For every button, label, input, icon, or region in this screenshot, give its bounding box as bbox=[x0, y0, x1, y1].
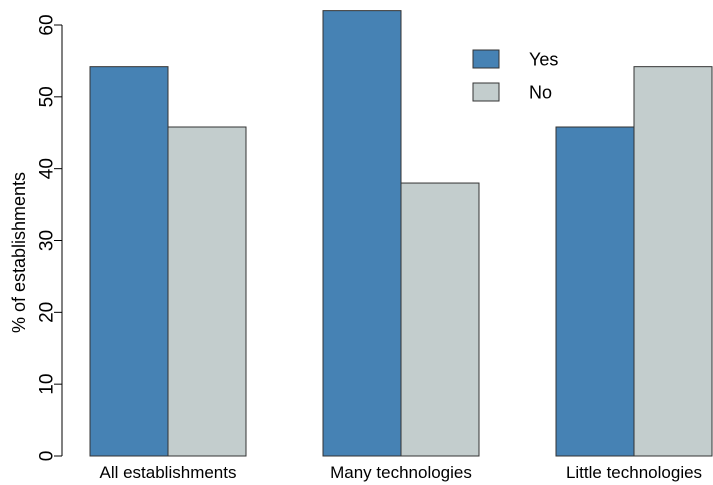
y-tick-label: 60 bbox=[37, 14, 58, 35]
bar-no-2 bbox=[633, 66, 713, 457]
y-tick-label: 50 bbox=[37, 86, 58, 107]
x-category-label: Little technologies bbox=[566, 463, 702, 482]
bars bbox=[89, 10, 713, 457]
bar-yes-2 bbox=[555, 126, 635, 457]
legend-label-no: No bbox=[529, 82, 552, 102]
bar-yes-1 bbox=[322, 10, 402, 457]
x-category-label: All establishments bbox=[99, 463, 236, 482]
y-axis: 0 10 20 30 40 50 60 bbox=[37, 14, 63, 462]
y-tick-label: 0 bbox=[37, 451, 58, 462]
legend-swatch-yes bbox=[472, 49, 500, 69]
y-tick-label: 40 bbox=[37, 158, 58, 179]
x-category-label: Many technologies bbox=[330, 463, 472, 482]
y-axis-title: % of establishments bbox=[9, 172, 29, 333]
bar-no-0 bbox=[167, 126, 247, 457]
legend: Yes No bbox=[472, 49, 558, 102]
y-tick-label: 20 bbox=[37, 302, 58, 323]
legend-swatch-no bbox=[472, 82, 500, 102]
bar-yes-0 bbox=[89, 66, 169, 457]
bar-no-1 bbox=[400, 182, 480, 457]
y-tick-label: 10 bbox=[37, 374, 58, 395]
x-axis-labels: All establishments Many technologies Littl… bbox=[99, 463, 702, 482]
y-tick-label: 30 bbox=[37, 230, 58, 251]
legend-label-yes: Yes bbox=[529, 49, 558, 69]
